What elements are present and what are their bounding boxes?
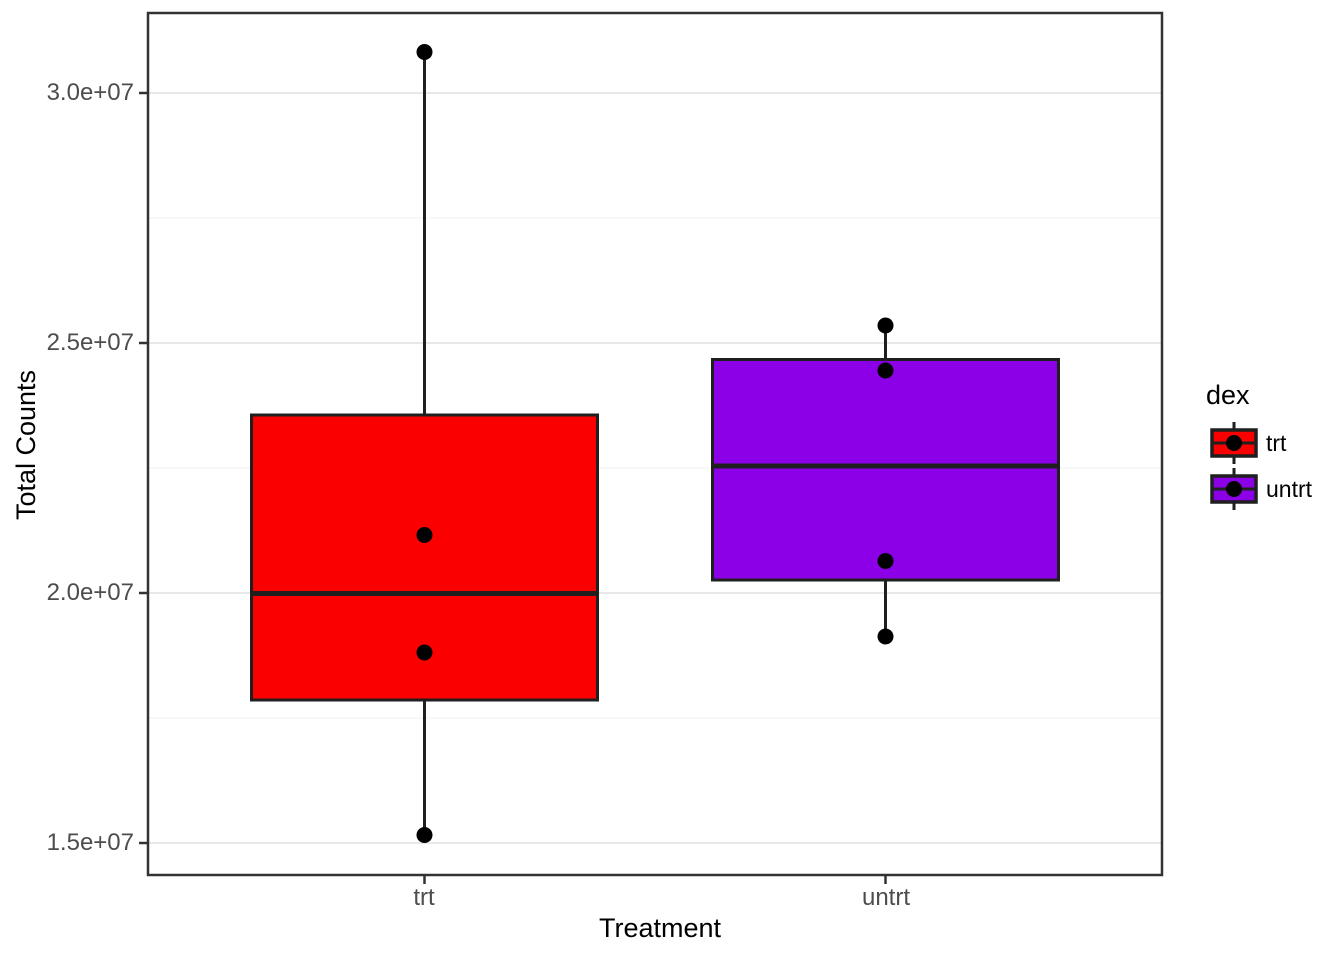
data-point-trt (416, 827, 433, 843)
legend-label-trt: trt (1266, 430, 1287, 456)
y-tick-label-1.5e07: 1.5e+07 (46, 829, 134, 856)
box-untrt (711, 358, 1060, 582)
data-point-untrt (877, 362, 894, 379)
legend-key-point-trt (1226, 435, 1242, 451)
data-point-untrt (877, 553, 894, 569)
data-point-untrt (877, 317, 894, 334)
legend-key-point-untrt (1226, 481, 1242, 497)
x-tick-label-untrt: untrt (861, 884, 911, 911)
data-point-trt (416, 44, 433, 60)
data-point-untrt (877, 628, 894, 645)
y-tick-label-2.5e07: 2.5e+07 (46, 329, 134, 356)
data-point-trt (416, 644, 433, 661)
x-tick-label-trt: trt (413, 884, 435, 911)
panel-border (146, 11, 1164, 877)
y-tick-label-2e07: 2.0e+07 (46, 579, 134, 606)
y-axis-title: Total Counts (11, 369, 41, 521)
x-axis-title: Treatment (598, 913, 722, 943)
data-point-trt (416, 527, 433, 543)
y-tick-label-3e07: 3.0e+07 (46, 79, 134, 106)
legend-title: dex (1206, 380, 1250, 410)
legend-label-untrt: untrt (1266, 476, 1313, 502)
